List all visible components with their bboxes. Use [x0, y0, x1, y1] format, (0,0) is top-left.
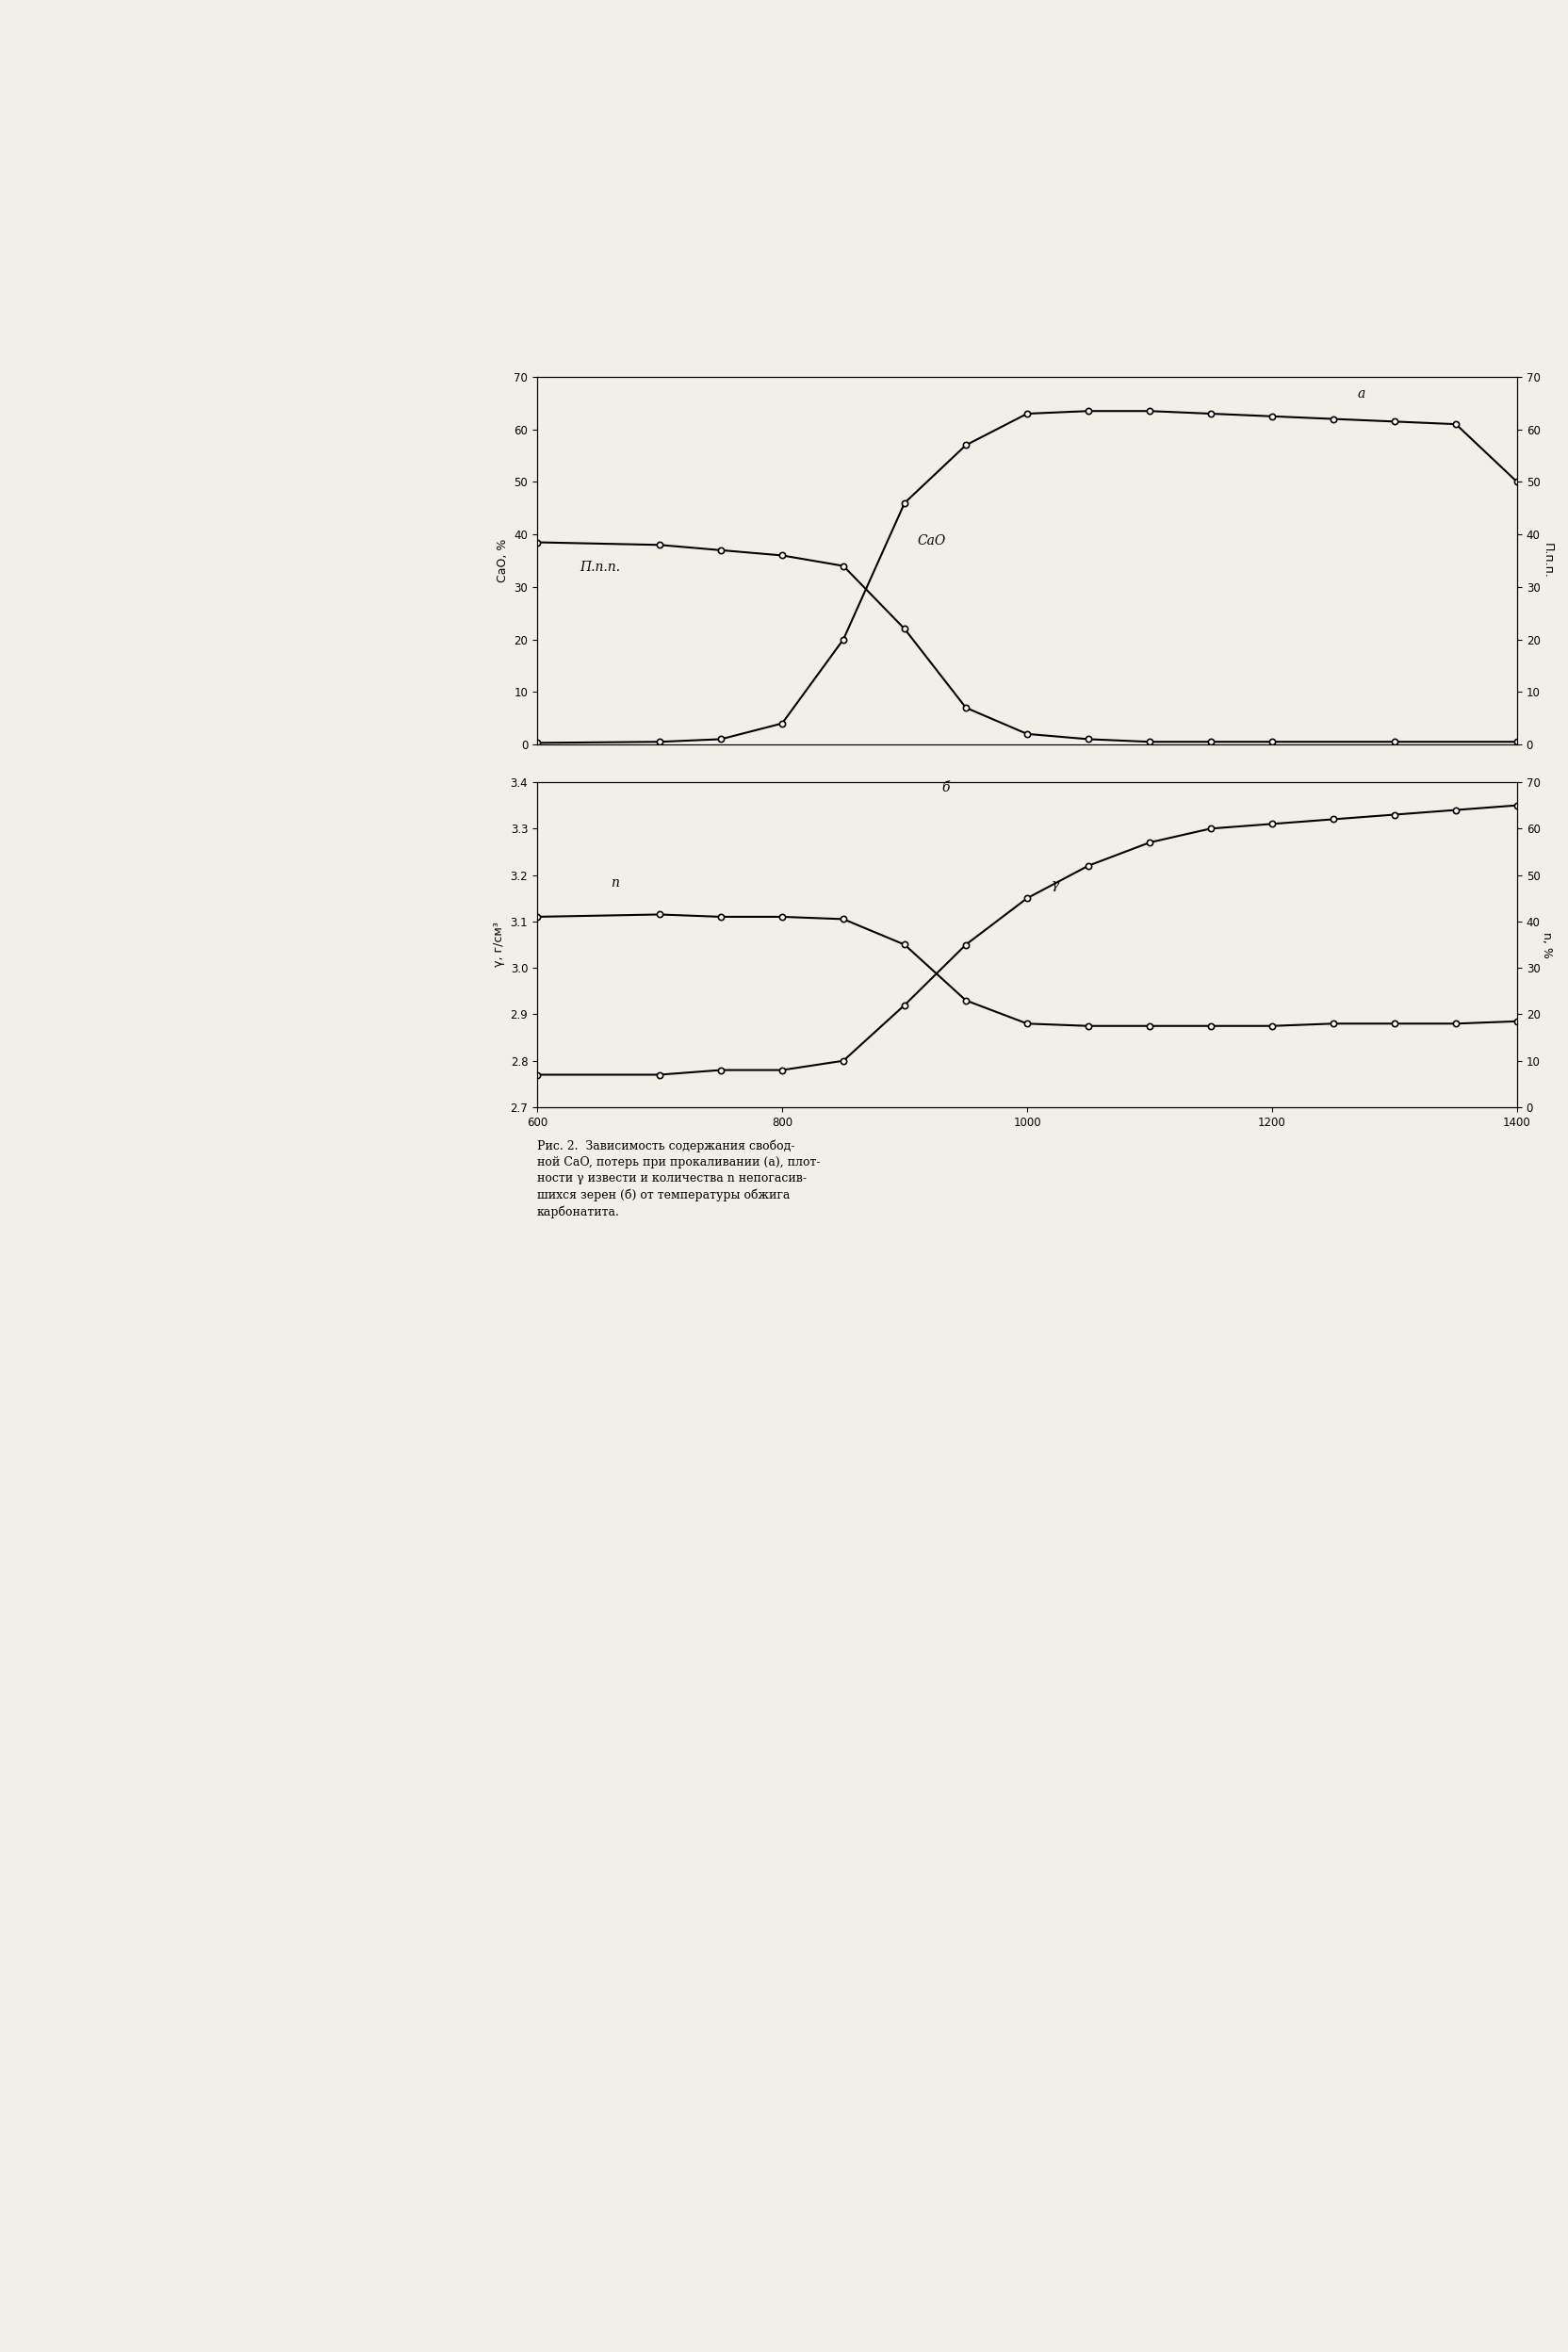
Text: a: a: [1358, 388, 1366, 400]
Text: П.п.п.: П.п.п.: [580, 560, 621, 574]
Text: γ: γ: [1052, 880, 1060, 891]
Y-axis label: CaO, %: CaO, %: [497, 539, 508, 583]
Text: CaO: CaO: [917, 534, 946, 548]
Y-axis label: П.п.п.: П.п.п.: [1541, 543, 1554, 579]
Y-axis label: γ, г/см³: γ, г/см³: [492, 922, 505, 967]
Text: Рис. 2.  Зависимость содержания свобод-
ной CaO, потерь при прокаливании (а), пл: Рис. 2. Зависимость содержания свобод- н…: [538, 1141, 820, 1218]
Text: n: n: [610, 877, 619, 889]
Text: б: б: [941, 781, 949, 795]
Y-axis label: n, %: n, %: [1541, 931, 1554, 957]
